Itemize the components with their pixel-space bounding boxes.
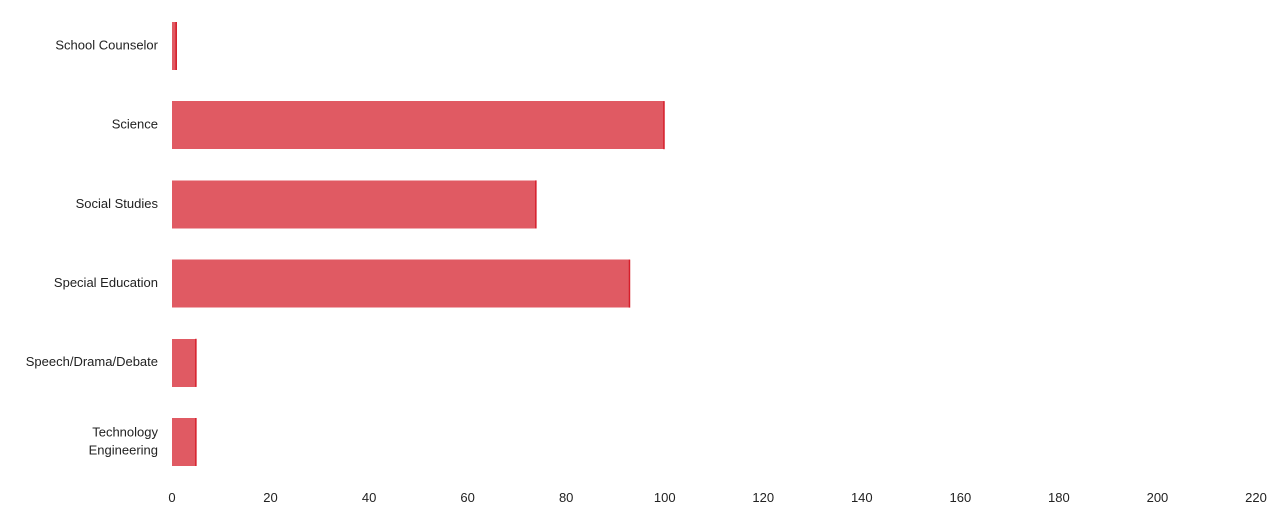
category-label: Science xyxy=(112,117,158,132)
x-tick-label: 100 xyxy=(654,490,676,505)
x-tick-label: 180 xyxy=(1048,490,1070,505)
x-tick-label: 60 xyxy=(460,490,474,505)
category-label: Speech/Drama/Debate xyxy=(26,354,158,369)
x-tick-label: 40 xyxy=(362,490,376,505)
bar-edge xyxy=(195,338,197,387)
category-label: Special Education xyxy=(54,275,158,290)
x-tick-label: 0 xyxy=(168,490,175,505)
bar xyxy=(172,180,537,229)
bar xyxy=(172,22,177,70)
x-tick-label: 160 xyxy=(950,490,972,505)
bar-edge xyxy=(195,418,197,466)
x-tick-label: 220 xyxy=(1245,490,1267,505)
x-tick-label: 200 xyxy=(1147,490,1169,505)
bar xyxy=(172,338,197,387)
bar-edge xyxy=(535,180,537,229)
x-tick-label: 120 xyxy=(752,490,774,505)
category-label: School Counselor xyxy=(55,37,158,52)
x-tick-label: 140 xyxy=(851,490,873,505)
category-label: Engineering xyxy=(89,442,158,457)
category-label: Social Studies xyxy=(76,196,159,211)
bars-group xyxy=(172,22,665,466)
bar-edge xyxy=(628,259,631,308)
x-tick-label: 20 xyxy=(263,490,277,505)
category-label: Technology xyxy=(92,424,158,439)
bar xyxy=(172,418,197,466)
bar xyxy=(172,101,665,150)
x-axis-ticks: 0 20 40 60 80 100 120 140 160 180 200 220 xyxy=(168,490,1266,505)
bar-edge xyxy=(175,22,177,70)
category-labels: School Counselor Science Social Studies Spe… xyxy=(26,37,159,457)
bar-edge xyxy=(663,101,665,150)
bar xyxy=(172,259,631,308)
x-tick-label: 80 xyxy=(559,490,573,505)
